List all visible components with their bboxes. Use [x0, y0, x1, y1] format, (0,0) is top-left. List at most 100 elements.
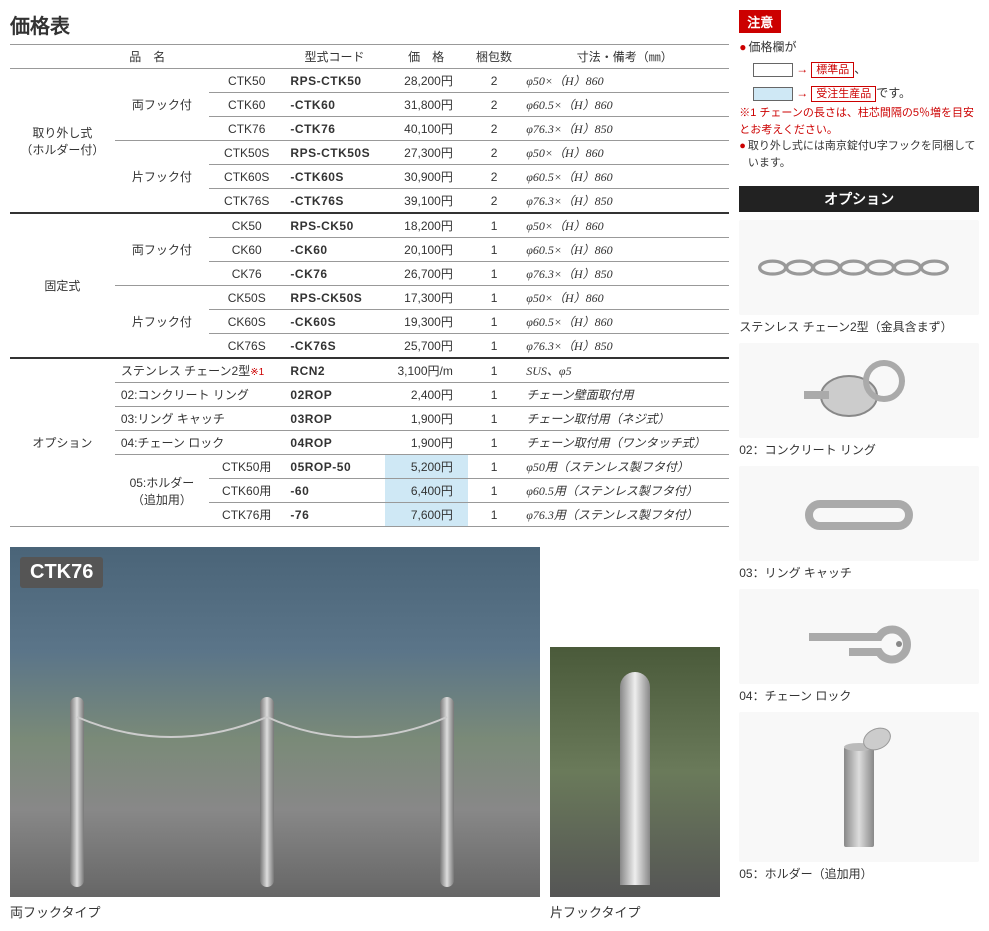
code-cell: -CK60S — [284, 310, 384, 334]
qty-cell: 1 — [468, 479, 520, 503]
dim-cell: チェーン取付用（ワンタッチ式） — [520, 431, 729, 455]
code-cell: -CK76S — [284, 334, 384, 359]
note-2: 取り外し式には南京錠付U字フックを同梱しています。 — [748, 138, 979, 171]
price-cell: 27,300円 — [385, 141, 468, 165]
category-cell: 固定式 — [10, 213, 115, 358]
qty-cell: 1 — [468, 407, 520, 431]
dim-cell: SUS、φ5 — [520, 358, 729, 383]
note-1: ※1 チェーンの長さは、柱芯間隔の5％増を目安とお考えください。 — [739, 107, 974, 136]
product-photo-main: CTK76 — [10, 547, 540, 897]
price-cell: 6,400円 — [385, 479, 468, 503]
qty-cell: 2 — [468, 165, 520, 189]
dim-cell: チェーン取付用（ネジ式） — [520, 407, 729, 431]
model-cell: CK50 — [209, 213, 284, 238]
code-cell: 05ROP-50 — [284, 455, 384, 479]
category-cell: 取り外し式 （ホルダー付） — [10, 69, 115, 214]
holder-group-cell: 05:ホルダー （追加用） — [115, 455, 209, 527]
price-cell: 2,400円 — [385, 383, 468, 407]
qty-cell: 1 — [468, 334, 520, 359]
qty-cell: 1 — [468, 358, 520, 383]
notice-banner: 注意 — [739, 10, 781, 33]
price-cell: 40,100円 — [385, 117, 468, 141]
qty-cell: 2 — [468, 141, 520, 165]
dim-cell: φ50用（ステンレス製フタ付） — [520, 455, 729, 479]
dim-cell: φ50×（H）860 — [520, 213, 729, 238]
dim-cell: φ60.5×（H）860 — [520, 93, 729, 117]
code-cell: -76 — [284, 503, 384, 527]
option-image-catch — [739, 466, 979, 561]
legend-standard: 標準品 — [811, 62, 854, 78]
price-cell: 31,800円 — [385, 93, 468, 117]
model-cell: CTK50用 — [209, 455, 284, 479]
option-label: ステンレス チェーン2型（金具含まず） — [739, 318, 979, 335]
qty-cell: 1 — [468, 238, 520, 262]
code-cell: 04ROP — [284, 431, 384, 455]
code-cell: -CTK60 — [284, 93, 384, 117]
legend-suffix: です。 — [876, 86, 911, 100]
code-cell: RPS-CTK50S — [284, 141, 384, 165]
dim-cell: φ60.5×（H）860 — [520, 310, 729, 334]
header-name: 品 名 — [10, 45, 284, 69]
qty-cell: 1 — [468, 262, 520, 286]
option-image-chain — [739, 220, 979, 315]
model-cell: CTK50 — [209, 69, 284, 93]
subcategory-cell: 片フック付 — [115, 286, 209, 359]
option-name-cell: 03:リング キャッチ — [115, 407, 285, 431]
option-label: 03：リング キャッチ — [739, 564, 979, 581]
qty-cell: 1 — [468, 431, 520, 455]
code-cell: -CK60 — [284, 238, 384, 262]
price-cell: 20,100円 — [385, 238, 468, 262]
subcategory-cell: 両フック付 — [115, 69, 209, 141]
option-name-cell: ステンレス チェーン2型※1 — [115, 358, 285, 383]
price-cell: 17,300円 — [385, 286, 468, 310]
header-code: 型式コード — [284, 45, 384, 69]
price-cell: 26,700円 — [385, 262, 468, 286]
subcategory-cell: 両フック付 — [115, 213, 209, 286]
model-cell: CK76 — [209, 262, 284, 286]
model-cell: CTK60 — [209, 93, 284, 117]
model-cell: CTK60S — [209, 165, 284, 189]
price-cell: 25,700円 — [385, 334, 468, 359]
qty-cell: 1 — [468, 286, 520, 310]
code-cell: -CTK76 — [284, 117, 384, 141]
code-cell: RPS-CK50 — [284, 213, 384, 238]
option-image-holder — [739, 712, 979, 862]
dim-cell: φ76.3×（H）850 — [520, 117, 729, 141]
price-cell: 19,300円 — [385, 310, 468, 334]
dim-cell: φ50×（H）860 — [520, 69, 729, 93]
code-cell: RCN2 — [284, 358, 384, 383]
price-cell: 39,100円 — [385, 189, 468, 214]
option-banner: オプション — [739, 186, 979, 212]
qty-cell: 2 — [468, 93, 520, 117]
model-cell: CTK76 — [209, 117, 284, 141]
code-cell: RPS-CK50S — [284, 286, 384, 310]
qty-cell: 2 — [468, 189, 520, 214]
option-name-cell: 04:チェーン ロック — [115, 431, 285, 455]
header-dim: 寸法・備考（㎜） — [520, 45, 729, 69]
code-cell: RPS-CTK50 — [284, 69, 384, 93]
legend-order: 受注生産品 — [811, 86, 876, 102]
price-cell: 18,200円 — [385, 213, 468, 238]
caption-main: 両フックタイプ — [10, 902, 550, 921]
product-photo-sub — [550, 647, 720, 897]
notice-line1: 価格欄が — [749, 38, 797, 57]
dim-cell: φ50×（H）860 — [520, 141, 729, 165]
model-cell: CTK50S — [209, 141, 284, 165]
qty-cell: 2 — [468, 69, 520, 93]
price-cell: 28,200円 — [385, 69, 468, 93]
dim-cell: チェーン壁面取付用 — [520, 383, 729, 407]
code-cell: -60 — [284, 479, 384, 503]
qty-cell: 1 — [468, 213, 520, 238]
model-cell: CK76S — [209, 334, 284, 359]
dim-cell: φ76.3×（H）850 — [520, 262, 729, 286]
category-cell: オプション — [10, 358, 115, 527]
price-cell: 3,100円/m — [385, 358, 468, 383]
header-price: 価 格 — [385, 45, 468, 69]
qty-cell: 1 — [468, 503, 520, 527]
dim-cell: φ60.5×（H）860 — [520, 238, 729, 262]
dim-cell: φ76.3×（H）850 — [520, 189, 729, 214]
option-label: 04：チェーン ロック — [739, 687, 979, 704]
model-cell: CK50S — [209, 286, 284, 310]
dim-cell: φ50×（H）860 — [520, 286, 729, 310]
code-cell: -CK76 — [284, 262, 384, 286]
